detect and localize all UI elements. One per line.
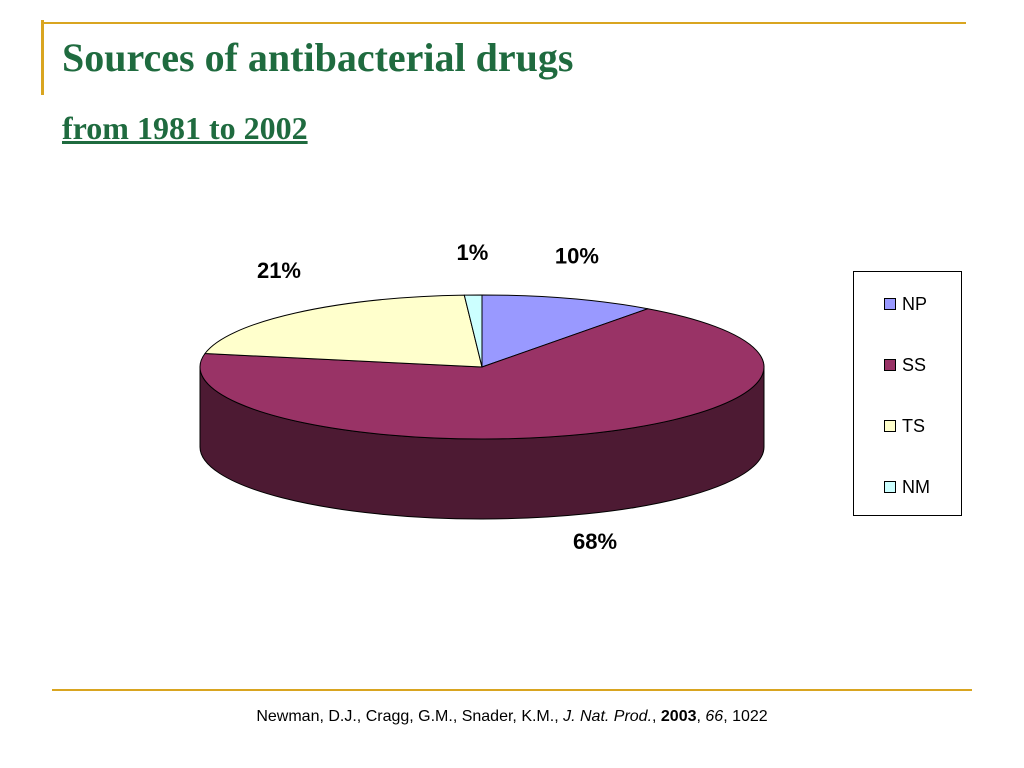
legend-label: SS	[902, 354, 927, 375]
legend-item: TS	[884, 416, 925, 436]
data-label-nm: 1%	[456, 240, 488, 265]
legend-item: NM	[884, 477, 930, 497]
citation-separator: ,	[696, 708, 706, 725]
legend-label: TS	[902, 415, 926, 436]
slide-title: Sources of antibacterial drugs	[62, 35, 574, 80]
citation-separator: ,	[652, 708, 661, 725]
data-label-np: 10%	[555, 244, 599, 269]
accent-vertical-line	[41, 20, 44, 95]
citation-authors: Newman, D.J., Cragg, G.M., Snader, K.M.,	[256, 708, 564, 725]
legend-swatch	[884, 420, 896, 432]
legend-item: SS	[884, 355, 926, 375]
legend-label: NP	[902, 293, 928, 314]
legend-swatch	[884, 298, 896, 310]
pie-slice-nm	[463, 294, 483, 368]
citation-journal: J. Nat. Prod.	[563, 708, 653, 725]
data-label-ts: 21%	[257, 258, 301, 283]
legend-item: NP	[884, 294, 927, 314]
pie-slice-ts	[204, 294, 483, 368]
pie-slice-np	[481, 294, 649, 368]
accent-top-line	[41, 22, 966, 24]
legend-label: NM	[902, 476, 930, 497]
legend-swatch	[884, 481, 896, 493]
legend-swatch	[884, 359, 896, 371]
citation: Newman, D.J., Cragg, G.M., Snader, K.M.,…	[0, 708, 1024, 726]
pie-slice-ss	[199, 308, 765, 440]
citation-pages: , 1022	[723, 708, 768, 725]
chart-legend: NP SS TS NM	[853, 271, 962, 516]
slide-subtitle: from 1981 to 2002	[62, 110, 308, 146]
citation-year: 2003	[660, 708, 697, 725]
citation-volume: 66	[705, 708, 724, 725]
accent-bottom-line	[52, 689, 972, 691]
data-label-ss: 68%	[573, 529, 617, 554]
